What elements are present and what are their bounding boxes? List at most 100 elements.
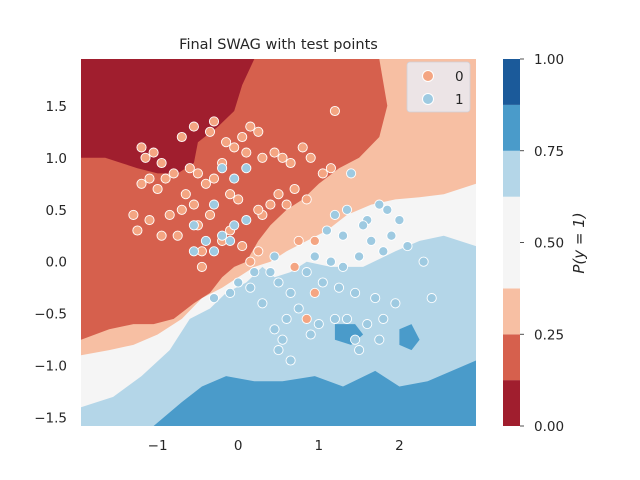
point-class-1-33 bbox=[233, 277, 244, 288]
point-class-1-2 bbox=[382, 204, 393, 215]
point-class-1-19 bbox=[301, 267, 312, 278]
point-class-0-16 bbox=[241, 147, 252, 158]
point-class-1-22 bbox=[350, 287, 361, 298]
legend-marker-1 bbox=[422, 93, 434, 105]
point-class-1-42 bbox=[341, 313, 353, 324]
point-class-1-54 bbox=[229, 220, 240, 231]
point-class-0-62 bbox=[309, 235, 320, 246]
point-class-0-28 bbox=[301, 194, 312, 205]
point-class-0-35 bbox=[184, 163, 195, 174]
point-class-0-41 bbox=[233, 194, 244, 205]
point-class-1-60 bbox=[249, 267, 260, 278]
point-class-1-53 bbox=[217, 230, 228, 241]
point-class-1-26 bbox=[273, 277, 284, 288]
point-class-0-36 bbox=[192, 168, 203, 179]
point-class-0-59 bbox=[204, 209, 216, 220]
colorbar-band-2 bbox=[503, 288, 520, 335]
point-class-0-44 bbox=[176, 204, 187, 215]
point-class-1-52 bbox=[208, 246, 220, 257]
point-class-0-26 bbox=[325, 163, 336, 174]
point-class-1-10 bbox=[386, 230, 397, 241]
point-class-1-29 bbox=[281, 313, 292, 324]
colorbar-band-0 bbox=[503, 380, 520, 426]
point-class-1-5 bbox=[329, 209, 340, 220]
point-class-0-14 bbox=[229, 142, 240, 153]
point-class-0-30 bbox=[281, 199, 292, 210]
point-class-1-16 bbox=[337, 261, 349, 272]
point-class-1-21 bbox=[333, 282, 345, 293]
point-class-0-37 bbox=[200, 178, 211, 189]
point-class-0-15 bbox=[237, 131, 248, 143]
point-class-0-8 bbox=[136, 178, 147, 189]
point-class-0-1 bbox=[140, 152, 151, 163]
point-class-0-43 bbox=[188, 199, 199, 210]
point-class-1-50 bbox=[200, 235, 211, 246]
point-class-1-6 bbox=[321, 225, 332, 236]
point-class-1-39 bbox=[305, 329, 316, 340]
x-tick-label: 2 bbox=[395, 438, 404, 454]
point-class-1-0 bbox=[346, 168, 357, 179]
point-class-1-49 bbox=[208, 199, 220, 210]
y-tick-label: 0.0 bbox=[46, 255, 67, 271]
point-class-0-31 bbox=[273, 189, 284, 200]
point-class-0-54 bbox=[253, 246, 264, 257]
point-class-0-56 bbox=[128, 209, 139, 220]
point-class-1-31 bbox=[257, 298, 268, 309]
point-class-0-53 bbox=[245, 256, 256, 267]
point-class-0-55 bbox=[132, 225, 143, 236]
point-class-1-20 bbox=[317, 277, 328, 288]
colorbar-tick-label: 0.50 bbox=[534, 236, 564, 252]
point-class-0-4 bbox=[168, 168, 179, 179]
point-class-0-32 bbox=[265, 199, 276, 210]
colorbar-tick-label: 1.00 bbox=[534, 52, 564, 68]
y-tick-label: 1.5 bbox=[46, 99, 67, 115]
point-class-0-6 bbox=[152, 183, 163, 195]
point-class-1-41 bbox=[329, 313, 340, 324]
point-class-0-27 bbox=[329, 105, 340, 117]
colorbar-band-4 bbox=[503, 150, 520, 197]
point-class-0-34 bbox=[253, 204, 264, 215]
point-class-0-29 bbox=[289, 183, 300, 195]
point-class-0-42 bbox=[180, 189, 191, 200]
point-class-1-44 bbox=[362, 319, 373, 330]
point-class-0-0 bbox=[136, 142, 147, 153]
point-class-1-59 bbox=[225, 235, 236, 246]
colorbar-ticks: 0.00 0.25 0.50 0.75 1.00 bbox=[520, 52, 564, 435]
test-points bbox=[128, 105, 437, 366]
y-tick-label: 1.0 bbox=[46, 151, 67, 167]
point-class-0-47 bbox=[172, 230, 183, 241]
point-class-0-5 bbox=[160, 173, 171, 184]
y-axis: −1.5 −1.0 −0.5 0.0 0.5 1.0 1.5 bbox=[34, 99, 67, 427]
point-class-1-25 bbox=[426, 293, 437, 304]
point-class-0-3 bbox=[156, 157, 167, 169]
point-class-0-20 bbox=[269, 147, 280, 158]
point-class-1-1 bbox=[374, 199, 385, 210]
colorbar bbox=[503, 59, 520, 426]
point-class-1-45 bbox=[378, 313, 389, 324]
point-class-0-38 bbox=[208, 173, 220, 184]
colorbar-tick-label: 0.25 bbox=[534, 327, 564, 343]
x-tick-label: 1 bbox=[315, 438, 324, 454]
point-class-1-18 bbox=[309, 251, 320, 262]
point-class-0-19 bbox=[257, 152, 268, 163]
point-class-1-38 bbox=[285, 355, 296, 366]
point-class-1-40 bbox=[313, 319, 324, 330]
region-mid_blue bbox=[153, 360, 476, 426]
point-class-0-13 bbox=[221, 137, 232, 148]
legend-label-0: 0 bbox=[455, 69, 464, 85]
point-class-1-28 bbox=[293, 303, 304, 314]
point-class-1-61 bbox=[265, 267, 276, 278]
legend-marker-0 bbox=[422, 70, 434, 82]
point-class-1-9 bbox=[366, 235, 377, 246]
point-class-1-30 bbox=[269, 324, 280, 335]
point-class-1-15 bbox=[354, 251, 365, 262]
colorbar-label: P(y = 1) bbox=[570, 212, 588, 273]
region-mid_blue_patch bbox=[399, 324, 420, 351]
colorbar-band-3 bbox=[503, 196, 520, 289]
point-class-0-64 bbox=[301, 313, 312, 324]
point-class-1-43 bbox=[350, 334, 361, 345]
point-class-1-47 bbox=[374, 334, 385, 345]
point-class-1-57 bbox=[241, 163, 252, 174]
point-class-0-10 bbox=[188, 121, 199, 132]
